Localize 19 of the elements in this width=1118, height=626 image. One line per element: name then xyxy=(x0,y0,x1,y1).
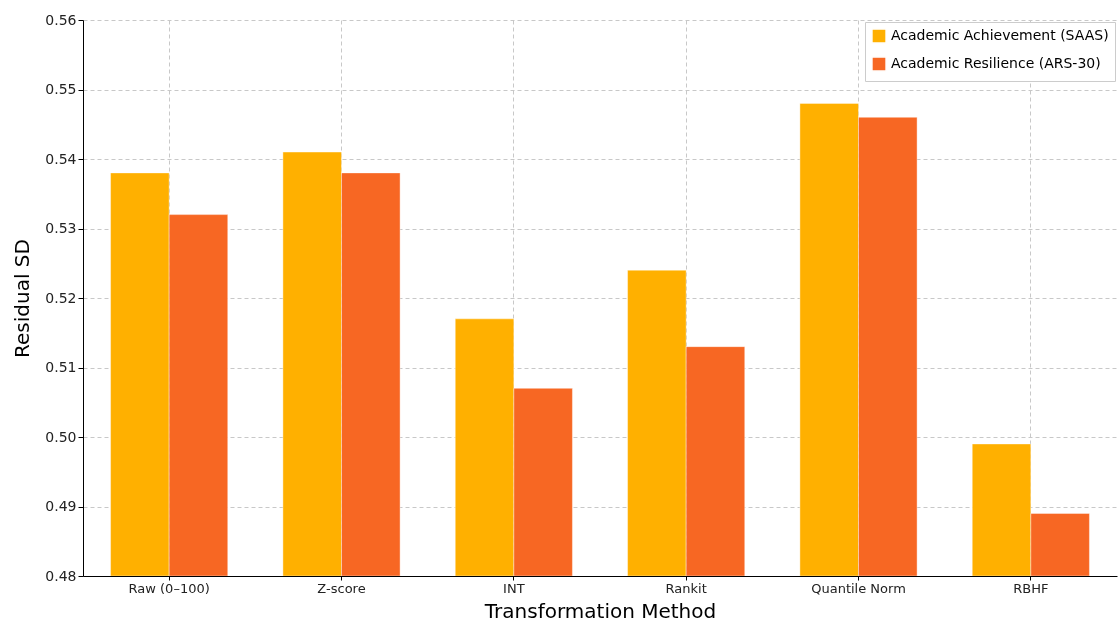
legend-label: Academic Achievement (SAAS) xyxy=(891,27,1109,43)
x-axis-title: Transformation Method xyxy=(483,598,717,623)
y-tick-label: 0.50 xyxy=(45,428,77,445)
y-tick-label: 0.55 xyxy=(45,81,77,97)
y-tick-label: 0.51 xyxy=(45,359,77,375)
x-tick-label: Quantile Norm xyxy=(811,580,906,596)
legend-label: Academic Resilience (ARS-30) xyxy=(891,55,1101,71)
x-tick-label: RBHF xyxy=(1013,580,1049,596)
y-tick-label: 0.52 xyxy=(45,289,77,306)
y-tick-label: 0.53 xyxy=(45,220,77,236)
x-tick-label: Z-score xyxy=(317,580,366,596)
x-tick-label: Raw (0–100) xyxy=(128,580,210,596)
x-tick-label: INT xyxy=(503,580,525,596)
y-tick-label: 0.54 xyxy=(45,150,77,167)
y-tick-label: 0.56 xyxy=(45,11,77,28)
x-tick-label: Rankit xyxy=(665,580,707,596)
y-tick-label: 0.49 xyxy=(45,498,77,514)
y-axis-title: Residual SD xyxy=(10,239,35,358)
y-tick-label: 0.48 xyxy=(45,567,77,584)
